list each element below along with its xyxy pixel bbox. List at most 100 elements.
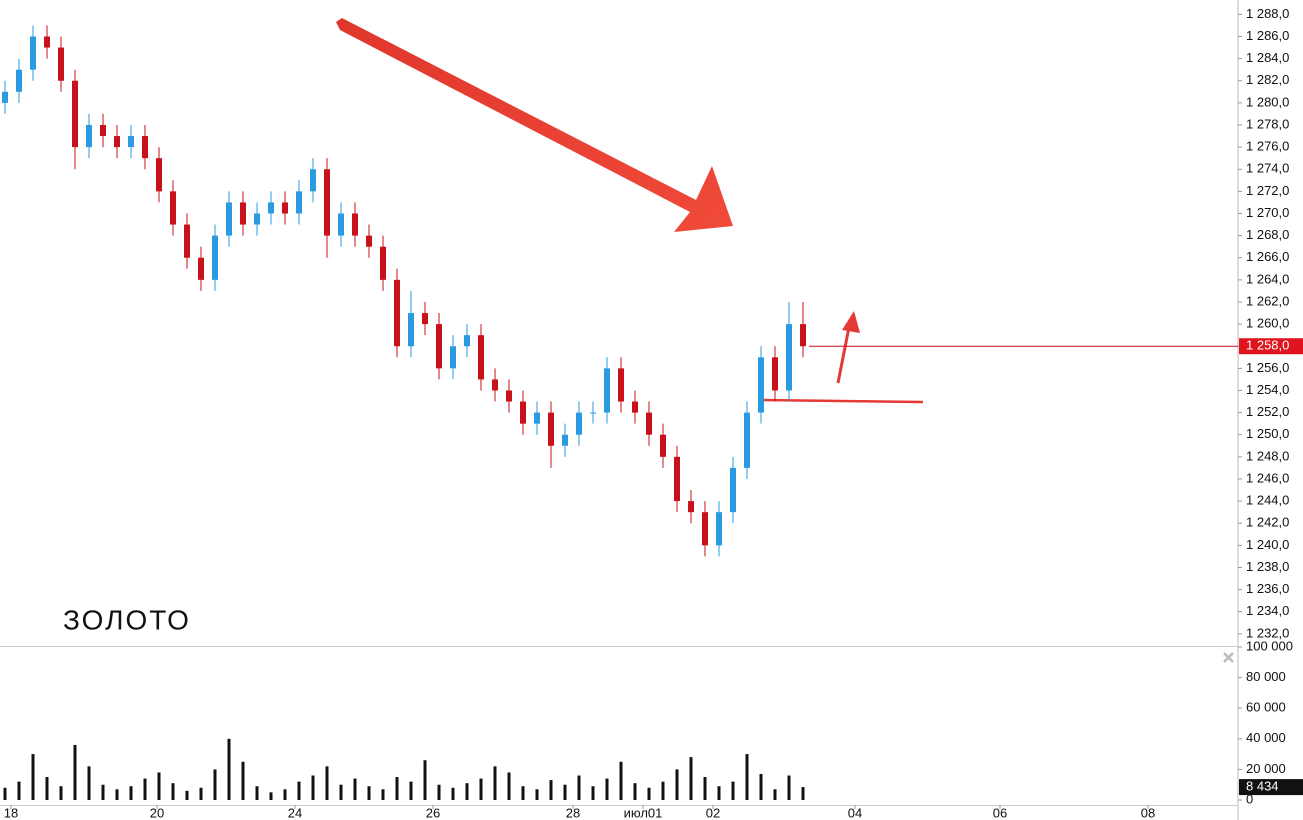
volume-bar <box>577 775 581 800</box>
close-icon[interactable] <box>1223 652 1234 663</box>
volume-bar <box>437 784 441 800</box>
volume-bar <box>801 787 805 800</box>
volume-bar <box>311 775 315 800</box>
y-tick-label: 1 266,0 <box>1246 249 1289 264</box>
volume-bar <box>17 781 21 800</box>
candle-body <box>142 136 148 159</box>
volume-bar <box>227 738 231 800</box>
volume-bar <box>549 780 553 800</box>
candle-body <box>562 434 568 446</box>
volume-tick-label: 100 000 <box>1246 638 1293 653</box>
candle-body <box>674 456 680 502</box>
candle-body <box>58 47 64 81</box>
y-tick-label: 1 288,0 <box>1246 6 1289 21</box>
y-tick-label: 1 270,0 <box>1246 205 1289 220</box>
y-tick-label: 1 256,0 <box>1246 360 1289 375</box>
y-tick-label: 1 264,0 <box>1246 271 1289 286</box>
up-arrow-shaft <box>836 321 852 384</box>
y-tick-label: 1 278,0 <box>1246 116 1289 131</box>
y-tick-label: 1 232,0 <box>1246 625 1289 640</box>
y-tick-label: 1 280,0 <box>1246 94 1289 109</box>
x-tick-label: 08 <box>1141 805 1155 820</box>
volume-bar <box>661 781 665 800</box>
last-volume-box <box>1239 779 1303 796</box>
candle-body <box>212 235 218 280</box>
candle-body <box>198 257 204 280</box>
candle-body <box>604 368 610 413</box>
candle-body <box>646 412 652 435</box>
y-tick-label: 1 268,0 <box>1246 227 1289 242</box>
candle-body <box>240 202 246 225</box>
volume-tick-label: 80 000 <box>1246 669 1286 684</box>
candle-body <box>72 80 78 148</box>
volume-bar <box>199 787 203 800</box>
candle-body <box>576 412 582 435</box>
volume-bar <box>787 775 791 800</box>
volume-bar <box>283 789 287 800</box>
y-tick-label: 1 272,0 <box>1246 183 1289 198</box>
y-tick-label: 1 244,0 <box>1246 493 1289 508</box>
volume-bar <box>101 784 105 800</box>
volume-bar <box>479 778 483 800</box>
candle-body <box>786 324 792 391</box>
volume-bar <box>269 792 273 800</box>
volume-bar <box>255 786 259 800</box>
volume-bar <box>773 789 777 800</box>
last-price-box <box>1239 338 1303 355</box>
volume-tick-label: 20 000 <box>1246 761 1286 776</box>
x-tick-label: 04 <box>848 805 862 820</box>
candle-body <box>688 501 694 513</box>
y-tick-label: 1 248,0 <box>1246 448 1289 463</box>
candle-body <box>380 246 386 280</box>
x-tick-label: 24 <box>288 805 302 820</box>
y-tick-label: 1 242,0 <box>1246 515 1289 530</box>
volume-bar <box>605 778 609 800</box>
volume-bar <box>87 766 91 800</box>
volume-bar <box>353 778 357 800</box>
volume-bar <box>647 787 651 800</box>
candle-body <box>436 324 442 369</box>
x-tick-label: 02 <box>706 805 720 820</box>
last-volume-label: 8 434 <box>1246 779 1279 794</box>
x-tick-label: 18 <box>4 805 18 820</box>
y-tick-label: 1 234,0 <box>1246 603 1289 618</box>
volume-bar <box>689 757 693 800</box>
volume-bar <box>129 786 133 800</box>
candle-body <box>478 335 484 380</box>
volume-bar <box>241 761 245 800</box>
candle-body <box>254 213 260 225</box>
volume-bar <box>143 778 147 800</box>
y-tick-label: 1 236,0 <box>1246 581 1289 596</box>
candle-body <box>338 213 344 236</box>
y-tick-label: 1 238,0 <box>1246 559 1289 574</box>
candle-body <box>170 191 176 225</box>
candle-body <box>548 412 554 446</box>
y-tick-label: 1 240,0 <box>1246 537 1289 552</box>
candle-body <box>618 368 624 402</box>
candle-body <box>590 412 596 414</box>
volume-bar <box>73 744 77 800</box>
volume-bar <box>157 772 161 800</box>
volume-tick-label: 40 000 <box>1246 730 1286 745</box>
chart-title: ЗОЛОТО <box>63 604 191 635</box>
candle-body <box>282 202 288 214</box>
volume-bar <box>423 760 427 800</box>
candle-body <box>184 224 190 258</box>
volume-bar <box>703 777 707 800</box>
x-tick-label: июл01 <box>624 805 663 820</box>
candle-body <box>30 36 36 70</box>
candle-body <box>632 401 638 413</box>
volume-bar <box>745 754 749 800</box>
volume-bar <box>171 783 175 800</box>
volume-bar <box>381 789 385 800</box>
volume-bar <box>451 787 455 800</box>
candle-body <box>310 169 316 192</box>
candle-body <box>744 412 750 468</box>
volume-bar <box>675 769 679 800</box>
candle-body <box>16 69 22 92</box>
volume-bar <box>409 781 413 800</box>
volume-bar <box>59 786 63 800</box>
volume-bar <box>619 761 623 800</box>
candle-body <box>114 136 120 148</box>
